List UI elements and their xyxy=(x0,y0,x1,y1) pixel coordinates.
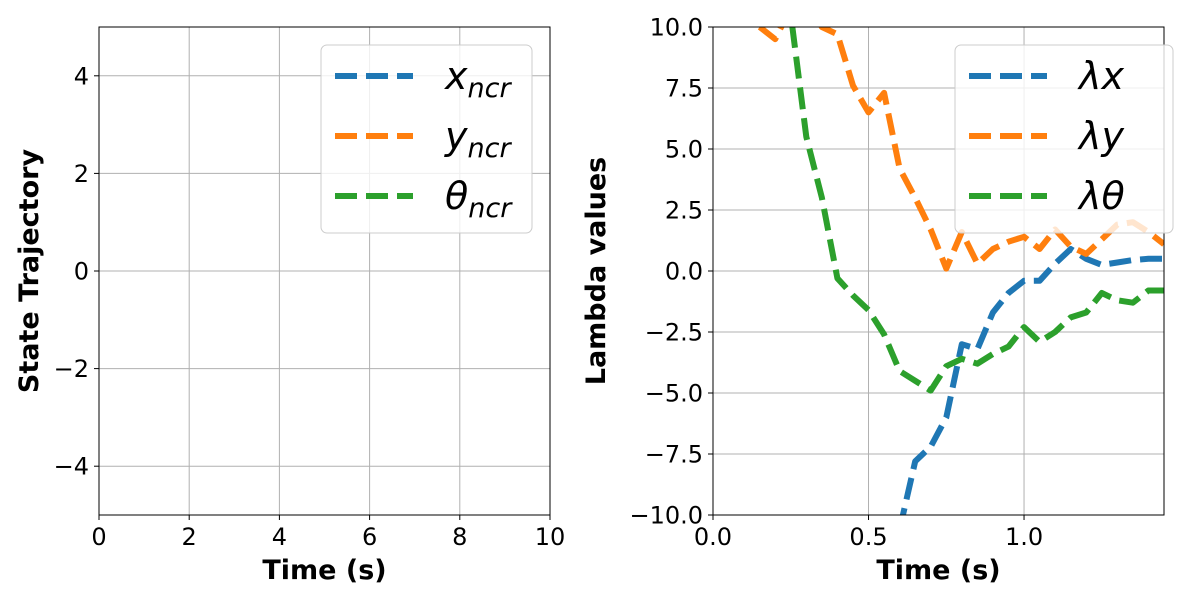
x-tick-label: 1.0 xyxy=(1005,523,1043,551)
legend-label: yncr xyxy=(444,114,512,164)
y-axis-label: Lambda values xyxy=(581,157,612,386)
x-tick-label: 4 xyxy=(272,523,287,551)
legend-box xyxy=(320,44,533,234)
y-tick-label: −10.0 xyxy=(629,502,703,530)
legend: λx λy λθ xyxy=(954,44,1174,234)
y-tick-label: 0.0 xyxy=(665,258,703,286)
y-tick-label: 0 xyxy=(74,258,89,286)
y-tick-label: 5.0 xyxy=(665,136,703,164)
x-tick-label: 8 xyxy=(452,523,467,551)
legend-label: λy xyxy=(1077,114,1124,158)
y-tick-label: −2.5 xyxy=(645,319,703,347)
series-line-2 xyxy=(789,27,1164,394)
y-tick-label: −5.0 xyxy=(645,380,703,408)
legend-label: θncr xyxy=(445,174,513,224)
y-axis-label: State Trajectory xyxy=(14,149,45,394)
legend-label: λθ xyxy=(1077,174,1125,218)
legend-label: λx xyxy=(1077,54,1124,98)
y-tick-label: 10.0 xyxy=(650,14,703,42)
y-tick-label: −7.5 xyxy=(645,441,703,469)
x-tick-label: 0.5 xyxy=(849,523,887,551)
legend-box xyxy=(954,44,1174,234)
y-tick-label: −4 xyxy=(54,453,89,481)
state-trajectory-panel: 0 2 4 6 8 10 −4 −2 0 2 4 Time (s) State Trajectory xn… xyxy=(14,26,566,586)
x-tick-label: 0 xyxy=(91,523,106,551)
x-axis-label: Time (s) xyxy=(262,555,386,586)
x-tick-label: 10 xyxy=(535,523,566,551)
y-tick-label: −2 xyxy=(54,355,89,383)
x-tick-label: 6 xyxy=(362,523,377,551)
series-line-0 xyxy=(899,246,1164,515)
x-tick-label: 2 xyxy=(182,523,197,551)
y-tick-label: 2 xyxy=(74,160,89,188)
x-axis-label: Time (s) xyxy=(876,555,1000,586)
legend: xncr yncr θncr xyxy=(320,44,533,234)
y-tick-label: 7.5 xyxy=(665,75,703,103)
legend-label: xncr xyxy=(444,54,512,104)
y-tick-label: 2.5 xyxy=(665,197,703,225)
lambda-values-panel: 0.0 0.5 1.0 −10.0 −7.5 −5.0 −2.5 0.0 2.5 5.0 7.5 10… xyxy=(581,14,1174,586)
x-tick-label: 0.0 xyxy=(694,523,732,551)
y-tick-label: 4 xyxy=(74,62,89,90)
